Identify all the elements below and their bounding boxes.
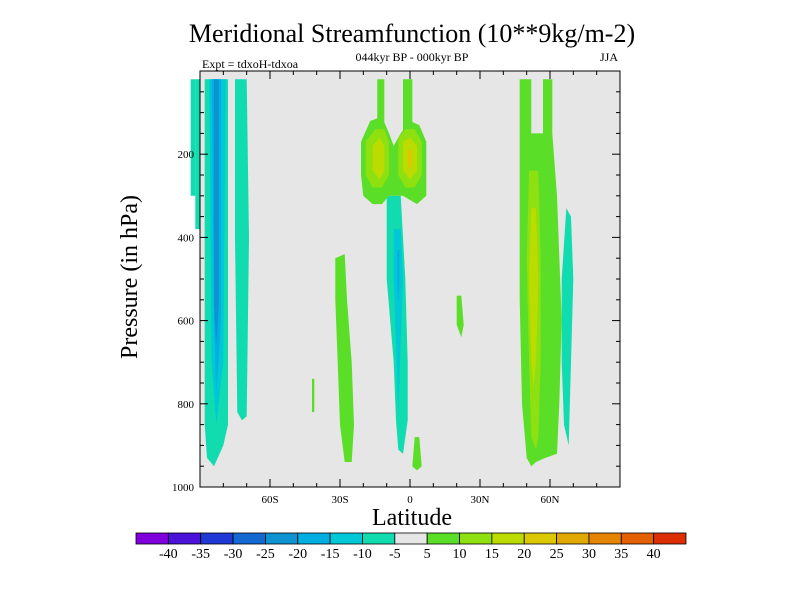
colorbar-swatch — [232, 532, 266, 545]
colorbar-label: 35 — [614, 547, 628, 562]
y-tick-label: 600 — [178, 316, 195, 328]
x-tick-label: 0 — [407, 494, 413, 506]
colorbar-swatch — [588, 532, 622, 545]
contour-region-16 — [372, 137, 385, 180]
contour-region-10 — [335, 254, 354, 462]
colorbar-swatch — [459, 532, 493, 545]
colorbar-label: 20 — [517, 547, 531, 562]
colorbar-label: -25 — [256, 547, 275, 562]
colorbar-label: -40 — [159, 547, 178, 562]
colorbar-swatch — [620, 532, 655, 545]
contour-region-20 — [412, 437, 422, 471]
colorbar-swatch — [491, 532, 525, 545]
colorbar-label: 15 — [485, 547, 499, 562]
contour-region-21 — [312, 378, 315, 413]
colorbar-label: -15 — [321, 547, 340, 562]
y-tick-label: 400 — [178, 232, 195, 244]
colorbar-label: 5 — [424, 547, 431, 562]
colorbar-label: 10 — [453, 547, 467, 562]
experiment-label: Expt = tdxoH-tdxoa — [202, 57, 299, 71]
x-tick-label: 30S — [331, 494, 348, 506]
colorbar-label: -5 — [389, 547, 401, 562]
contour-region-3 — [214, 79, 219, 346]
contour-region-24 — [529, 208, 539, 388]
chart-title: Meridional Streamfunction (10**9kg/m-2) — [189, 19, 635, 48]
colorbar-swatch — [362, 532, 396, 545]
colorbar-swatch — [523, 532, 557, 545]
y-axis-label: Pressure (in hPa) — [117, 195, 143, 359]
contour-region-13 — [403, 79, 413, 134]
chart-subtitle: 044kyr BP - 000kyr BP — [356, 50, 469, 64]
colorbar-label: 25 — [550, 547, 564, 562]
contour-region-6 — [235, 79, 249, 421]
x-tick-label: 60S — [261, 494, 278, 506]
colorbar-swatch — [394, 532, 428, 545]
contour-region-18 — [407, 150, 413, 171]
colorbar-swatch — [200, 532, 234, 545]
colorbar-label: -35 — [191, 547, 210, 562]
colorbar-swatch — [265, 532, 299, 545]
x-axis-label: Latitude — [372, 505, 452, 531]
colorbar-swatch — [329, 532, 363, 545]
colorbar-swatch — [556, 532, 590, 545]
colorbar-swatch — [426, 532, 460, 545]
y-tick-label: 200 — [178, 149, 195, 161]
contour-region-4 — [195, 79, 200, 230]
colorbar-swatch — [297, 532, 331, 545]
x-tick-label: 30N — [471, 494, 490, 506]
colorbar-label: -30 — [224, 547, 243, 562]
x-tick-label: 60N — [541, 494, 560, 506]
colorbar-label: 40 — [647, 547, 661, 562]
contour-region-19 — [456, 295, 464, 338]
colorbar-swatch — [135, 532, 169, 545]
contour-region-25 — [561, 208, 574, 446]
y-tick-label: 800 — [178, 399, 195, 411]
colorbar-swatch — [653, 532, 687, 545]
colorbar-label: -10 — [353, 547, 372, 562]
colorbar-label: 30 — [582, 547, 596, 562]
colorbar-label: -20 — [288, 547, 307, 562]
axis-ticks: 60S 30S 0 30N 60N 200 400 600 800 1000 — [172, 71, 620, 506]
contour-region-9 — [397, 249, 400, 304]
colorbar-swatch — [167, 532, 202, 545]
colorbar: -40 -35 -30 -25 -20 -15 -10 -5 5 10 15 20 25 30 35 40 — [135, 532, 687, 562]
contour-region-5 — [190, 79, 196, 196]
contour-layer — [190, 79, 574, 471]
season-label: JJA — [600, 50, 618, 64]
contour-region-12 — [377, 79, 385, 134]
contour-region-8 — [393, 229, 403, 413]
y-tick-label: 1000 — [172, 482, 195, 494]
